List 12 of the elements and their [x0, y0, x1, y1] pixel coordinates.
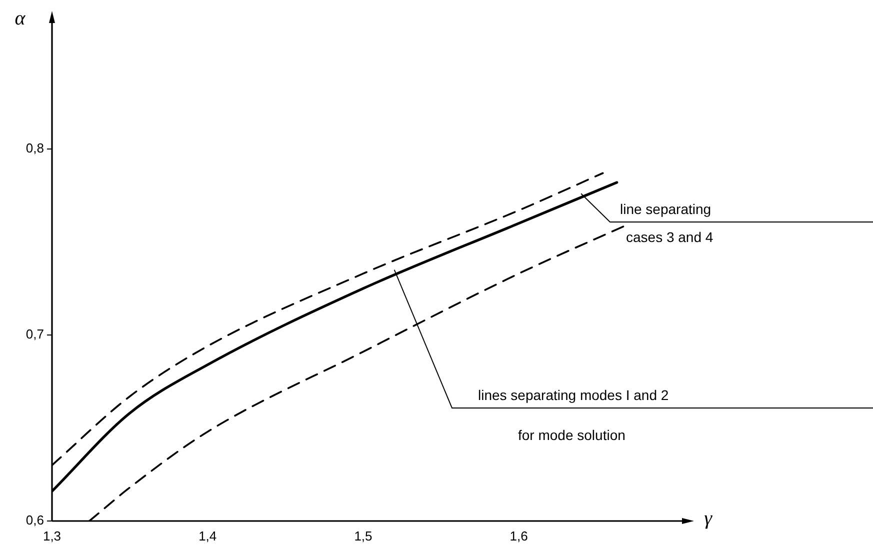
x-tick-label: 1,6 [510, 528, 528, 544]
y-tick-label: 0,6 [26, 512, 44, 528]
x-tick-label: 1,3 [42, 528, 62, 544]
annotation: lines separating modes I and 2 [478, 387, 669, 403]
annotation: line separating cases 3 and 4 [620, 201, 714, 245]
y-tick-label: 0,7 [26, 326, 44, 342]
x-axis-title: γ [704, 507, 714, 530]
y-axis-title: α [14, 7, 26, 30]
x-tick-label: 1,5 [354, 528, 372, 544]
y-tick-label: 0,8 [26, 140, 44, 156]
annotation: for mode solution [518, 427, 626, 443]
x-tick-label: 1,4 [198, 528, 217, 544]
